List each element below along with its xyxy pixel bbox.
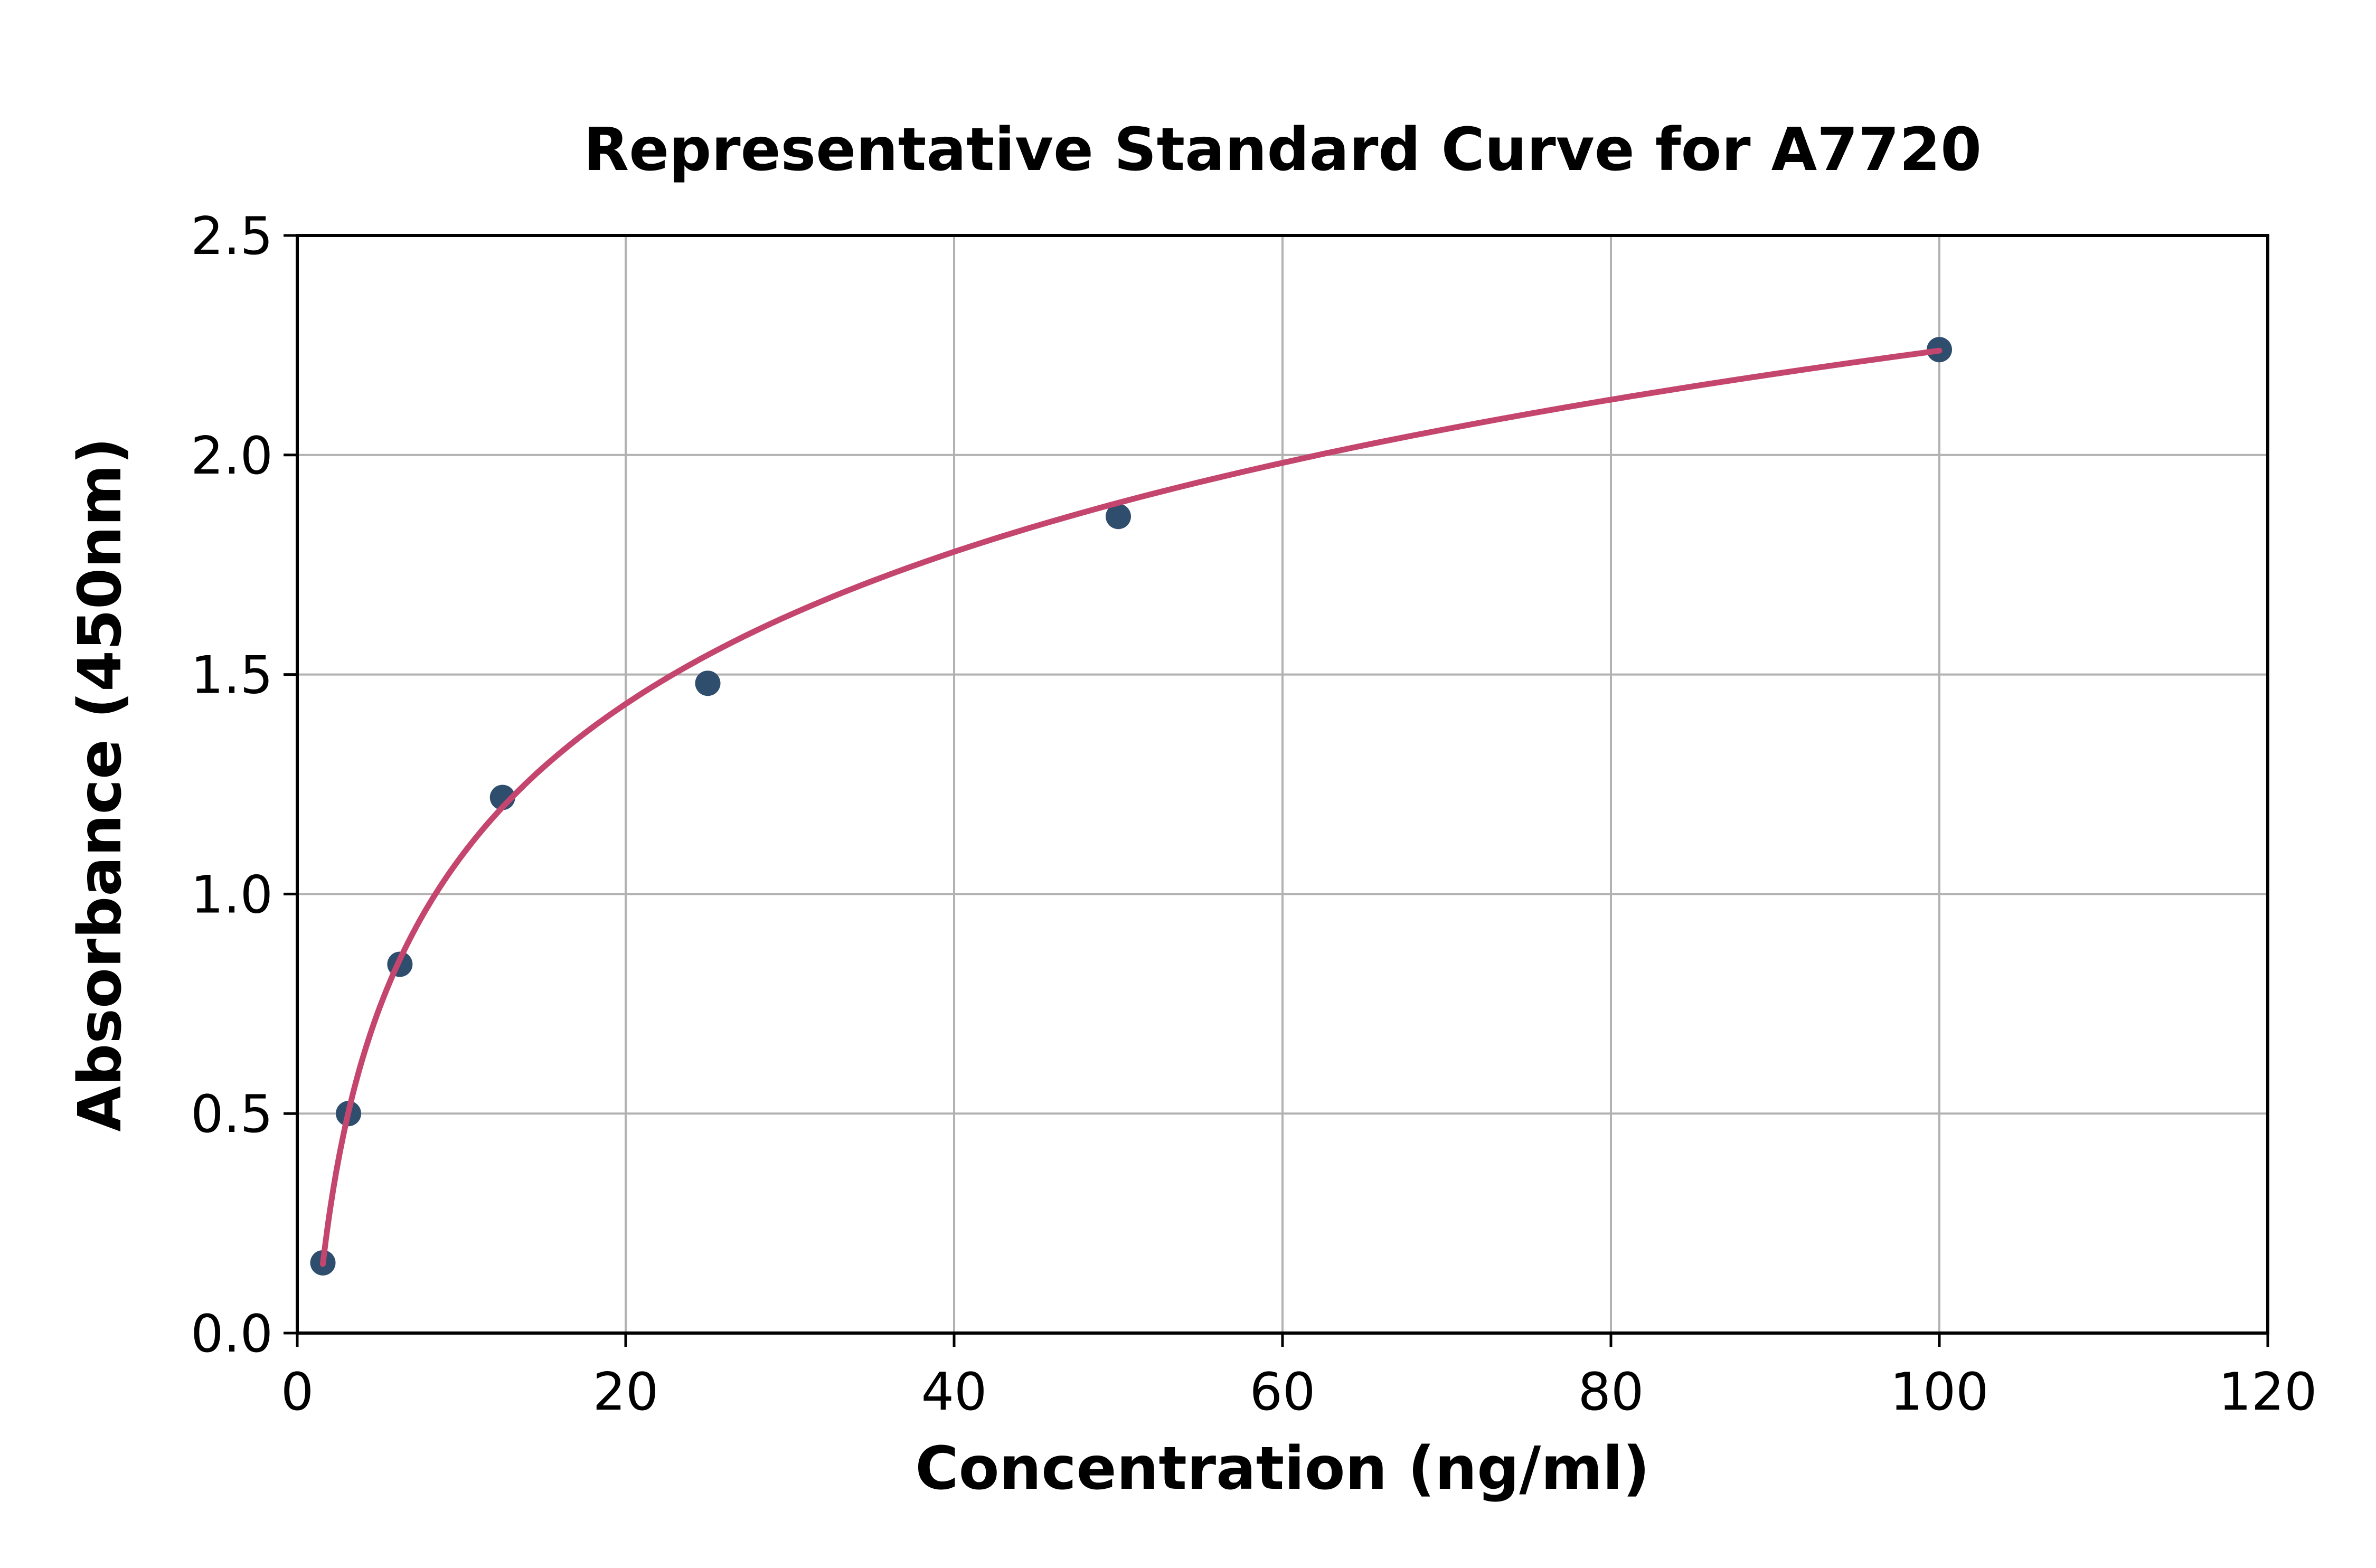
x-tick-label: 80: [1578, 1362, 1644, 1422]
x-tick-label: 100: [1890, 1362, 1988, 1422]
data-points: [310, 337, 1952, 1276]
data-point: [1106, 504, 1131, 530]
y-tick-label: 2.5: [191, 206, 273, 267]
chart-title: Representative Standard Curve for A7720: [583, 116, 1982, 184]
x-tick-label: 0: [281, 1362, 314, 1422]
x-tick-label: 60: [1250, 1362, 1316, 1422]
x-tick-label: 40: [921, 1362, 987, 1422]
fit-curve: [320, 347, 1943, 1267]
x-tick-label: 120: [2218, 1362, 2317, 1422]
y-tick-label: 2.0: [191, 426, 273, 486]
x-axis-label: Concentration (ng/ml): [915, 1434, 1650, 1503]
y-axis-label: Absorbance (450nm): [66, 437, 135, 1132]
data-point: [695, 670, 721, 696]
axis-ticks: 0 20 40 60 80 100 120 0.0 0.5 1.0 1.5 2.0 2.5: [191, 206, 2317, 1422]
y-tick-label: 0.5: [191, 1084, 273, 1145]
y-tick-label: 1.0: [191, 865, 273, 925]
grid-lines: [296, 234, 2269, 1334]
y-tick-label: 1.5: [191, 646, 273, 706]
y-tick-label: 0.0: [191, 1304, 273, 1364]
x-tick-label: 20: [593, 1362, 659, 1422]
